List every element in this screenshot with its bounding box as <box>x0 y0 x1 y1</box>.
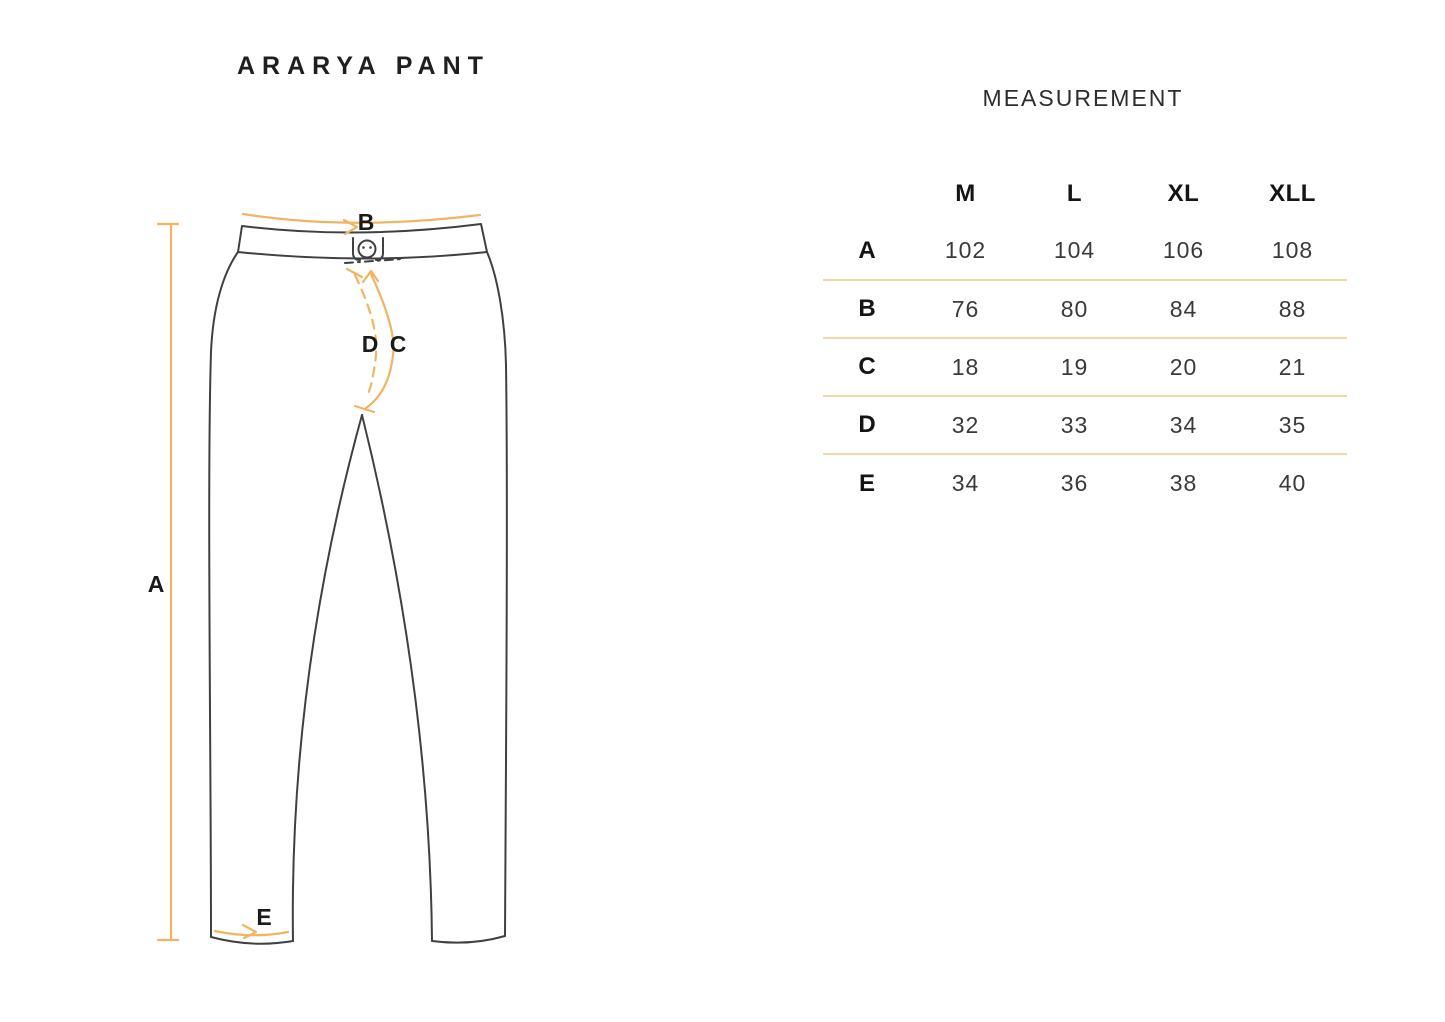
measure-line-C <box>353 269 395 414</box>
cell-value: 36 <box>1060 470 1089 496</box>
diagram-label-c: C <box>390 331 407 357</box>
measure-line-D <box>345 267 378 399</box>
cell-value: 32 <box>911 396 1020 455</box>
table-row-a: A 102 104 106 108 <box>823 222 1347 281</box>
diagram-label-e: E <box>256 904 271 930</box>
table-row-b: B 76 80 84 88 <box>823 280 1347 339</box>
cell-value: 34 <box>951 470 980 496</box>
row-label: D <box>823 396 911 455</box>
table-row-e: E 34 36 38 40 <box>823 454 1347 512</box>
cell-value: 40 <box>1278 470 1307 496</box>
table-header-empty <box>823 165 911 222</box>
cell-value: 84 <box>1129 280 1238 339</box>
pant-outline <box>208 223 508 945</box>
cell-value: 19 <box>1020 338 1129 397</box>
table-header-row: M L XL XLL <box>823 165 1347 222</box>
cell-value: 38 <box>1169 470 1198 496</box>
table-header-l: L <box>1066 179 1083 207</box>
cell-value: 102 <box>911 222 1020 281</box>
measure-line-A <box>156 222 180 942</box>
table-header-xl: XL <box>1167 179 1200 207</box>
cell-value: 108 <box>1238 222 1347 281</box>
cell-value: 21 <box>1238 338 1347 397</box>
cell-value: 80 <box>1020 280 1129 339</box>
table-row-d: D 32 33 34 35 <box>823 396 1347 455</box>
cell-value: 106 <box>1129 222 1238 281</box>
diagram-label-b: B <box>358 209 375 235</box>
row-label: C <box>823 338 911 397</box>
button-icon <box>357 239 377 259</box>
page-title: ARARYA PANT <box>237 52 490 80</box>
pant-technical-drawing: A B C D E <box>148 209 508 945</box>
cell-value: 33 <box>1020 396 1129 455</box>
row-label: A <box>823 222 911 281</box>
row-label: E <box>858 469 875 497</box>
measurement-table: M L XL XLL A 102 104 106 108 B 76 80 84 … <box>823 165 1347 512</box>
measure-line-B <box>241 212 482 236</box>
diagram-label-d: D <box>362 331 379 357</box>
table-header-xll: XLL <box>1269 179 1316 207</box>
cell-value: 35 <box>1238 396 1347 455</box>
table-row-c: C 18 19 20 21 <box>823 338 1347 397</box>
cell-value: 76 <box>911 280 1020 339</box>
diagram-label-a: A <box>148 571 165 597</box>
measure-line-E <box>213 923 290 940</box>
row-label: B <box>823 280 911 339</box>
table-title: MEASUREMENT <box>982 85 1184 111</box>
cell-value: 18 <box>911 338 1020 397</box>
table-header-m: M <box>955 179 976 207</box>
cell-value: 104 <box>1020 222 1129 281</box>
cell-value: 20 <box>1129 338 1238 397</box>
cell-value: 34 <box>1129 396 1238 455</box>
cell-value: 88 <box>1238 280 1347 339</box>
